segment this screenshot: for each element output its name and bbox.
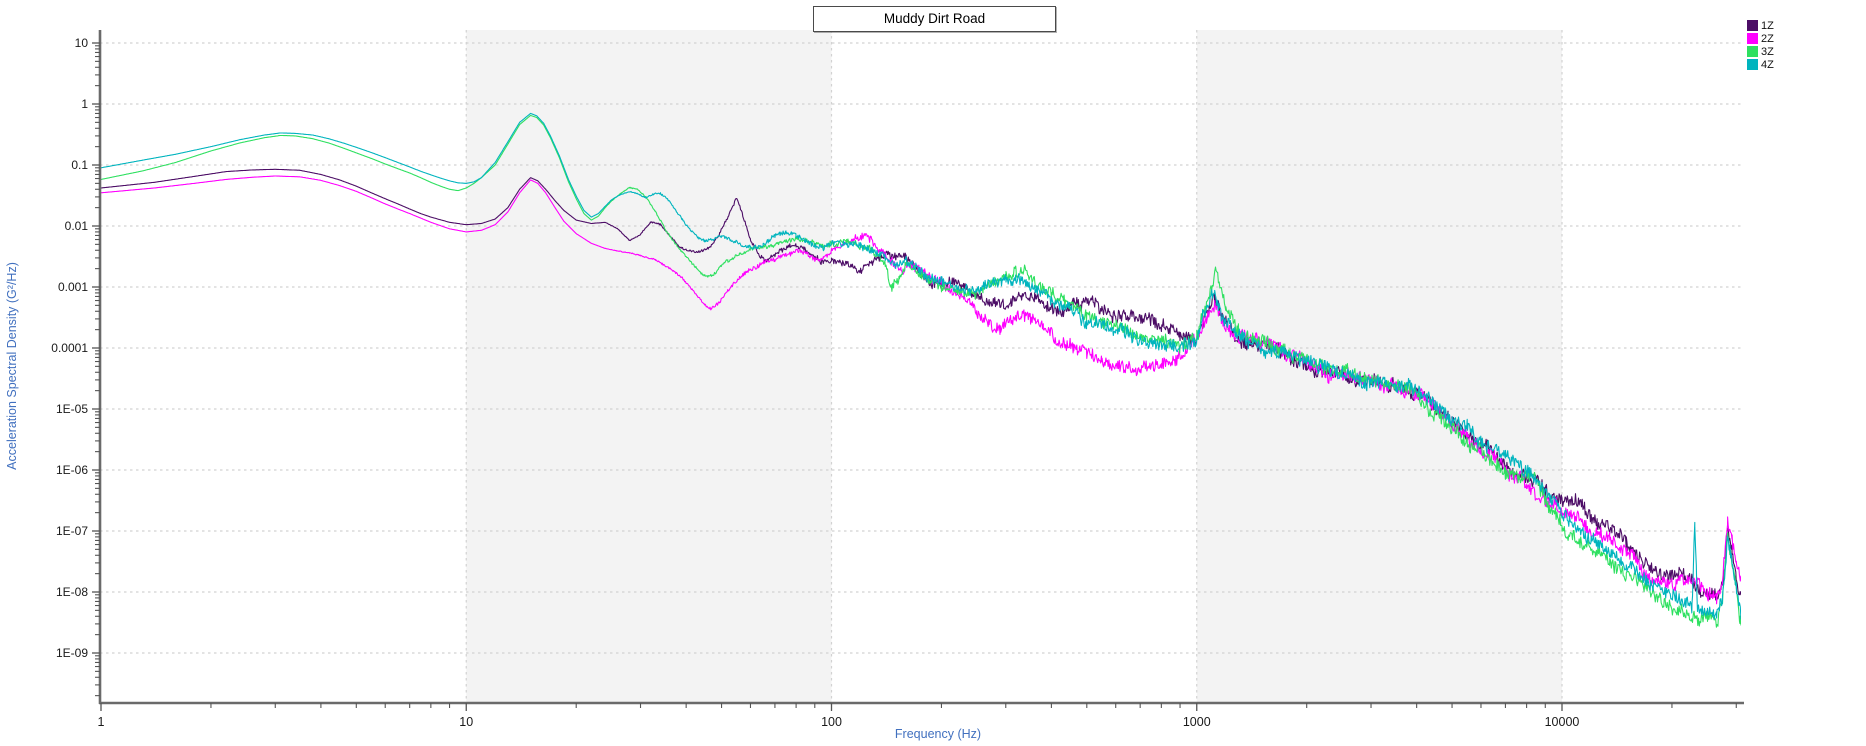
x-tick-label: 10000 [1545,715,1580,729]
y-tick-label: 0.01 [65,219,89,233]
chart-title: Muddy Dirt Road [883,11,986,26]
legend-item-4Z[interactable]: 4Z [1747,58,1774,71]
y-tick-label: 1E-05 [56,402,88,416]
y-tick-label: 0.001 [58,280,88,294]
legend-label: 3Z [1761,45,1774,58]
plot-root: 10 1 0.1 0.01 0.001 0.0001 1E-05 1E-06 1E-07 1E-0… [51,30,1744,729]
decade-band [1196,30,1562,703]
y-tick-label: 0.1 [71,158,88,172]
y-tick-label: 1E-08 [56,585,88,599]
series-line-3Z[interactable] [100,114,1741,628]
legend-label: 2Z [1761,32,1774,45]
chart-title-box: Muddy Dirt Road [813,6,1056,32]
x-tick-label: 1000 [1183,715,1211,729]
y-tick-label: 0.0001 [51,341,88,355]
x-tick-label: 1 [98,715,105,729]
legend-swatch-3Z [1747,46,1758,57]
legend-label: 4Z [1761,58,1774,71]
y-axis-title: Acceleration Spectral Density (G²/Hz) [5,262,19,470]
legend-item-2Z[interactable]: 2Z [1747,32,1774,45]
y-tick-label: 1E-09 [56,646,88,660]
x-axis-title: Frequency (Hz) [895,727,981,741]
series-line-4Z[interactable] [100,112,1741,620]
series-layer [100,112,1741,628]
legend: 1Z 2Z 3Z 4Z [1747,19,1774,71]
legend-item-1Z[interactable]: 1Z [1747,19,1774,32]
y-tick-label: 1E-06 [56,463,88,477]
decade-band [466,30,832,703]
y-tick-label: 10 [75,36,89,50]
legend-swatch-4Z [1747,59,1758,70]
legend-label: 1Z [1761,19,1774,32]
legend-swatch-2Z [1747,33,1758,44]
legend-item-3Z[interactable]: 3Z [1747,45,1774,58]
legend-swatch-1Z [1747,20,1758,31]
x-tick-label: 10 [459,715,473,729]
y-tick-label: 1E-07 [56,524,88,538]
x-tick-label: 100 [821,715,842,729]
y-tick-label: 1 [81,97,88,111]
